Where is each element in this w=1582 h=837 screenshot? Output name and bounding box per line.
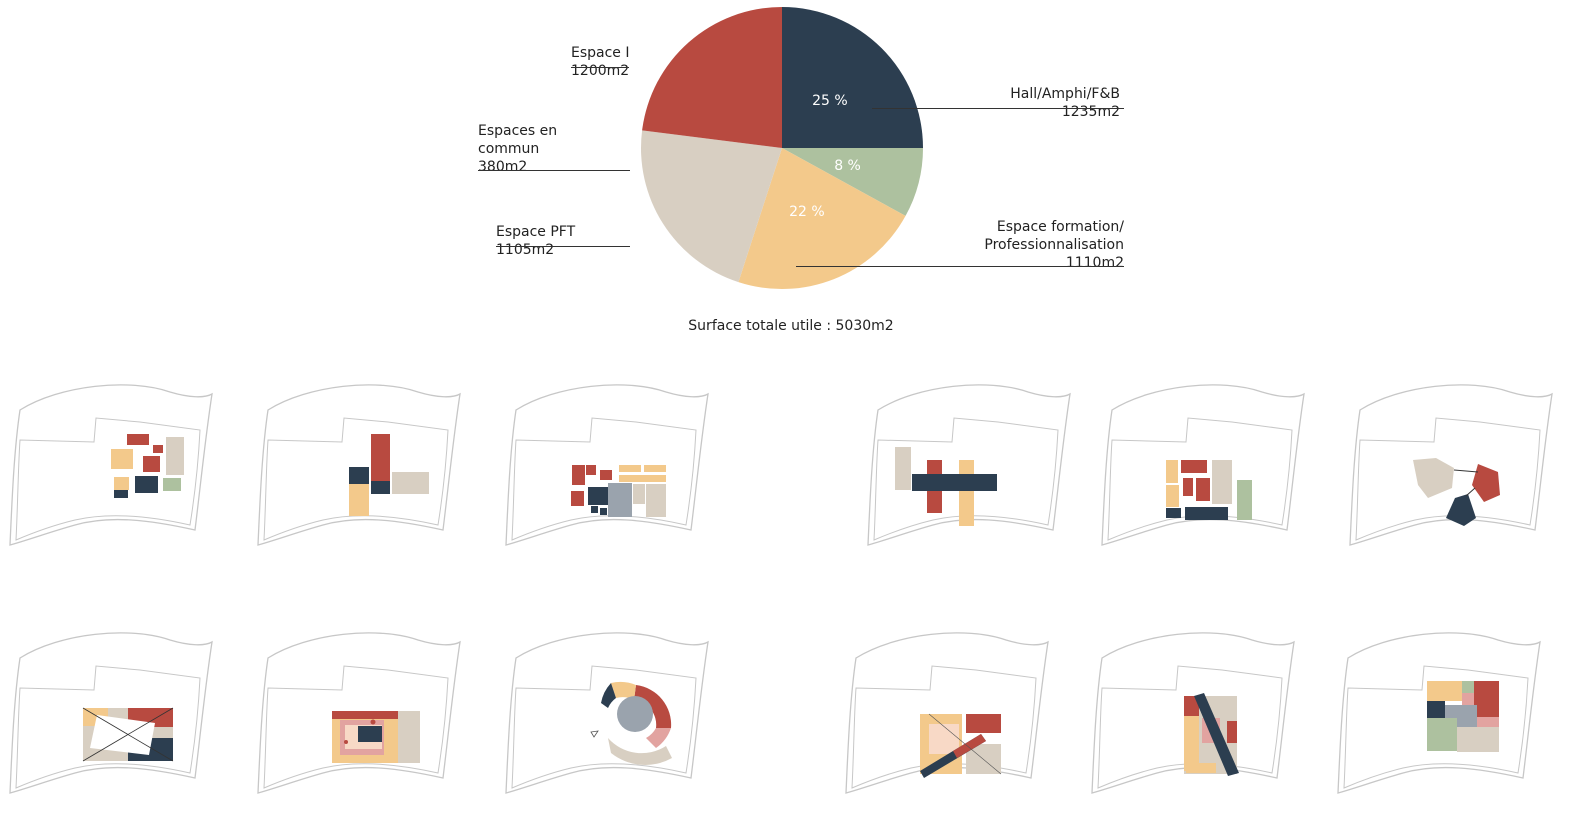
- site-plan-9: [505, 632, 709, 794]
- pie-value-label-1: 8 %: [834, 158, 861, 174]
- label-espace-formation: Espace formation/ Professionnalisation 11…: [984, 219, 1124, 271]
- pie-chart: 25 % 8 % 22 %: [641, 7, 923, 289]
- site-plan-7: [9, 632, 213, 794]
- total-surface-caption: Surface totale utile : 5030m2: [688, 318, 894, 334]
- pie-slice-1: [782, 148, 923, 216]
- site-plan-8: [257, 632, 461, 794]
- site-plan-2: [257, 384, 461, 546]
- leader-line-hall: [872, 108, 1124, 109]
- pie-slice-0: [782, 7, 923, 148]
- site-plan-5: [1101, 384, 1305, 546]
- site-plan-6: [1349, 384, 1553, 546]
- site-plan-4: [867, 384, 1071, 546]
- leader-line-espaces-commun: [478, 170, 630, 171]
- site-plan-3: [505, 384, 709, 546]
- leader-line-espace-pft: [496, 246, 630, 247]
- site-plan-12: [1337, 632, 1541, 794]
- site-plan-10: [845, 632, 1049, 794]
- pie-slice-3: [641, 130, 782, 283]
- pie-slice-2: [738, 148, 906, 289]
- leader-line-espace-i: [571, 67, 629, 68]
- pie-value-label-2: 22 %: [789, 204, 825, 220]
- label-espaces-en-commun: Espaces en commun 380m2: [478, 123, 558, 175]
- site-plan-1: [9, 384, 213, 546]
- leader-line-formation: [796, 266, 1124, 267]
- site-plan-11: [1091, 632, 1295, 794]
- pie-value-label-0: 25 %: [812, 93, 848, 109]
- pie-slice-4: [642, 7, 782, 148]
